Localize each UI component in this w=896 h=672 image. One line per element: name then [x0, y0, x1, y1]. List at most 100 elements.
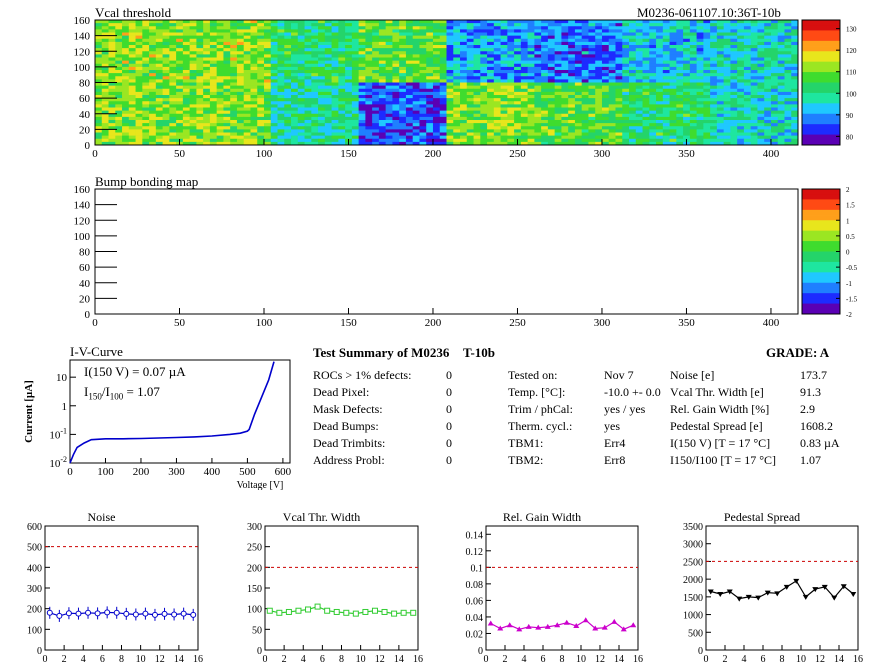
heatmap-cell [622, 95, 630, 99]
heatmap-cell [493, 29, 501, 33]
heatmap-cell [460, 104, 468, 108]
heatmap-cell [473, 32, 481, 36]
heatmap-cell [527, 45, 535, 49]
heatmap-cell [642, 23, 650, 27]
heatmap-cell [196, 98, 204, 102]
heatmap-cell [236, 35, 245, 40]
heatmap-cell [263, 45, 272, 49]
heatmap-cell [588, 88, 596, 93]
heatmap-cell [656, 73, 664, 77]
heatmap-cell [453, 70, 461, 74]
heatmap-cell [791, 120, 799, 124]
heatmap-cell [520, 70, 528, 74]
heatmap-cell [385, 82, 393, 86]
heatmap-cell [189, 116, 197, 121]
heatmap-cell [432, 126, 441, 130]
heatmap-cell [230, 29, 238, 33]
heatmap-cell [189, 98, 197, 102]
heatmap-cell [263, 38, 272, 43]
heatmap-cell [297, 60, 305, 65]
heatmap-cell [791, 73, 799, 77]
heatmap-cell [419, 120, 427, 124]
heatmap-cell [554, 116, 562, 121]
heatmap-cell [588, 113, 596, 118]
heatmap-cell [507, 54, 515, 58]
heatmap-cell [446, 51, 454, 55]
heatmap-cell [480, 79, 488, 83]
heatmap-cell [737, 110, 745, 115]
heatmap-cell [405, 41, 413, 46]
heatmap-cell [122, 20, 130, 24]
data-point [630, 622, 637, 628]
heatmap-cell [182, 51, 190, 55]
heatmap-cell [649, 32, 657, 36]
heatmap-cell [230, 98, 238, 102]
heatmap-cell [514, 110, 522, 115]
heatmap-cell [534, 32, 542, 36]
data-point [516, 626, 523, 632]
heatmap-cell [216, 88, 224, 93]
heatmap-cell [412, 98, 420, 102]
heatmap-cell [108, 41, 116, 46]
heatmap-cell [710, 32, 718, 36]
heatmap-cell [236, 107, 245, 111]
heatmap-cell [750, 95, 758, 99]
heatmap-cell [284, 63, 292, 68]
heatmap-cell [432, 113, 441, 118]
heatmap-cell [487, 110, 495, 115]
heatmap-cell [750, 120, 758, 124]
data-point [620, 626, 627, 632]
data-point [573, 623, 580, 629]
heatmap-cell [588, 120, 596, 124]
heatmap-cell [568, 110, 576, 115]
heatmap-cell [304, 113, 312, 118]
heatmap-cell [581, 48, 589, 52]
heatmap-cell [182, 35, 190, 40]
heatmap-cell [689, 126, 697, 130]
x-tick-label: 150 [340, 148, 357, 160]
heatmap-cell [358, 82, 366, 86]
heatmap-cell [142, 91, 150, 96]
heatmap-cell [608, 120, 616, 124]
heatmap-cell [737, 51, 745, 55]
heatmap-cell [439, 45, 447, 49]
heatmap-cell [743, 79, 751, 83]
heatmap-cell [500, 26, 508, 30]
heatmap-cell [135, 66, 143, 71]
heatmap-cell [676, 48, 684, 52]
heatmap-cell [169, 107, 177, 111]
heatmap-cell [277, 26, 285, 30]
heatmap-cell [209, 79, 217, 83]
heatmap-cell [115, 104, 123, 108]
heatmap-cell [527, 85, 535, 90]
heatmap-cell [601, 73, 610, 77]
heatmap-cell [487, 54, 495, 58]
heatmap-cell [263, 35, 272, 40]
heatmap-cell [365, 95, 373, 99]
heatmap-cell [270, 101, 278, 105]
heatmap-cell [189, 138, 197, 143]
heatmap-cell [162, 135, 170, 140]
heatmap-cell [405, 23, 413, 27]
heatmap-cell [209, 95, 217, 99]
heatmap-cell [656, 107, 664, 111]
heatmap-cell [534, 123, 542, 127]
heatmap-cell [649, 26, 657, 30]
heatmap-cell [345, 26, 353, 30]
heatmap-cell [230, 88, 238, 93]
heatmap-cell [554, 66, 562, 71]
heatmap-cell [770, 91, 779, 96]
heatmap-cell [230, 26, 238, 30]
heatmap-cell [399, 110, 407, 115]
heatmap-cell [635, 48, 643, 52]
heatmap-cell [534, 107, 542, 111]
heatmap-cell [331, 66, 339, 71]
heatmap-cell [135, 26, 143, 30]
heatmap-cell [656, 129, 664, 133]
heatmap-cell [270, 70, 278, 74]
heatmap-cell [291, 88, 299, 93]
heatmap-cell [142, 129, 150, 133]
heatmap-cell [304, 101, 312, 105]
heatmap-cell [162, 132, 170, 136]
heatmap-cell [209, 63, 217, 68]
